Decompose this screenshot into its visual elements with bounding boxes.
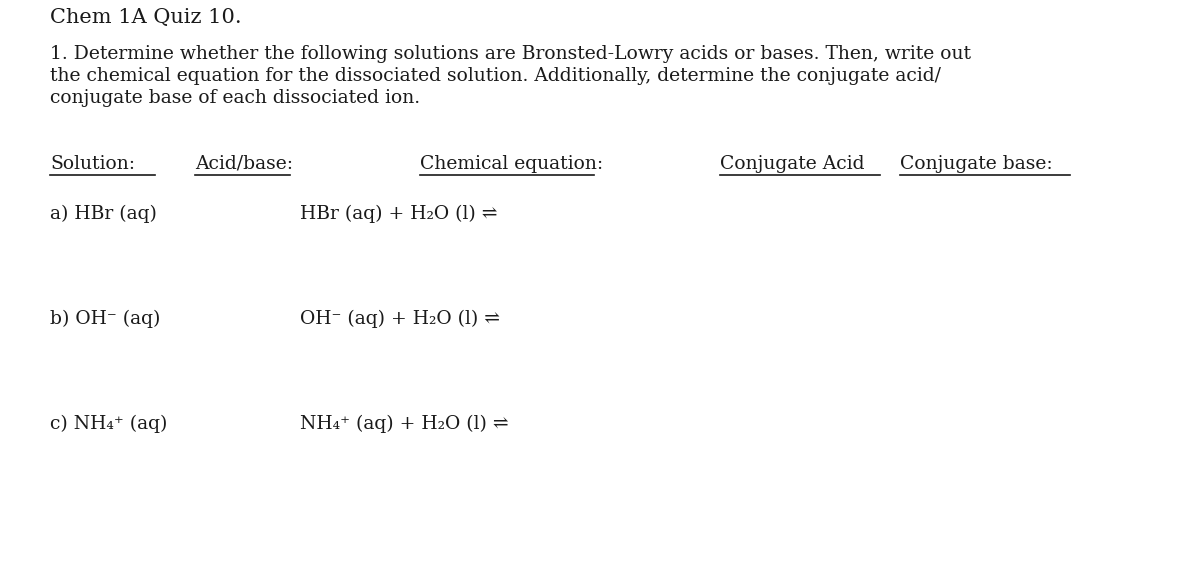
Text: Acid/base:: Acid/base: [194, 155, 293, 173]
Text: Chem 1A Quiz 10.: Chem 1A Quiz 10. [50, 8, 241, 27]
Text: OH⁻ (aq) + H₂O (l) ⇌: OH⁻ (aq) + H₂O (l) ⇌ [300, 310, 500, 328]
Text: the chemical equation for the dissociated solution. Additionally, determine the : the chemical equation for the dissociate… [50, 67, 941, 85]
Text: a) HBr (aq): a) HBr (aq) [50, 205, 157, 223]
Text: Conjugate base:: Conjugate base: [900, 155, 1052, 173]
Text: 1. Determine whether the following solutions are Bronsted-Lowry acids or bases. : 1. Determine whether the following solut… [50, 45, 971, 63]
Text: Conjugate Acid: Conjugate Acid [720, 155, 864, 173]
Text: NH₄⁺ (aq) + H₂O (l) ⇌: NH₄⁺ (aq) + H₂O (l) ⇌ [300, 415, 509, 433]
Text: conjugate base of each dissociated ion.: conjugate base of each dissociated ion. [50, 89, 420, 107]
Text: HBr (aq) + H₂O (l) ⇌: HBr (aq) + H₂O (l) ⇌ [300, 205, 498, 223]
Text: Chemical equation:: Chemical equation: [420, 155, 604, 173]
Text: Solution:: Solution: [50, 155, 134, 173]
Text: c) NH₄⁺ (aq): c) NH₄⁺ (aq) [50, 415, 167, 433]
Text: b) OH⁻ (aq): b) OH⁻ (aq) [50, 310, 161, 328]
